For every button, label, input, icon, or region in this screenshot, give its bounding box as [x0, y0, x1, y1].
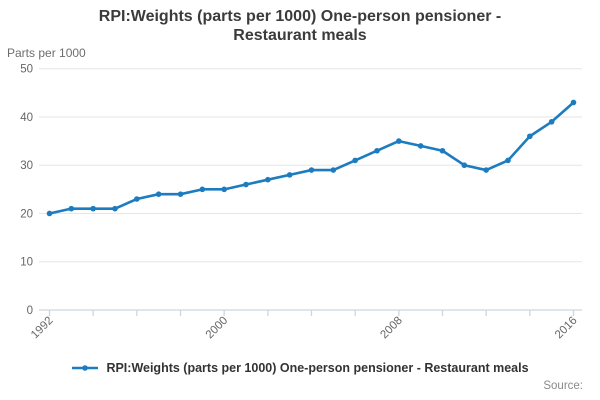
chart-title-line1: RPI:Weights (parts per 1000) One-person … — [98, 8, 502, 25]
data-point-marker[interactable] — [68, 205, 75, 212]
data-point-marker[interactable] — [221, 186, 227, 193]
data-point-marker[interactable] — [439, 147, 446, 154]
y-tick-label: 30 — [20, 160, 33, 172]
data-point-marker[interactable] — [308, 167, 315, 173]
legend-item-label: RPI:Weights (parts per 1000) One-person … — [106, 361, 529, 375]
y-tick-label: 20 — [20, 208, 33, 220]
data-point-marker[interactable] — [199, 186, 206, 193]
legend-line-marker-icon — [72, 365, 99, 371]
data-point-marker[interactable] — [265, 176, 271, 183]
data-point-marker[interactable] — [90, 205, 96, 212]
y-axis-unit-label: Parts per 1000 — [7, 46, 86, 60]
legend-item[interactable]: RPI:Weights (parts per 1000) One-person … — [71, 361, 529, 375]
chart-title: RPI:Weights (parts per 1000) One-person … — [0, 7, 600, 45]
y-tick-label: 40 — [20, 112, 33, 124]
data-point-marker[interactable] — [505, 157, 511, 164]
chart-title-line2: Restaurant meals — [233, 27, 367, 44]
y-tick-label: 0 — [27, 305, 33, 317]
data-point-marker[interactable] — [570, 99, 577, 106]
data-point-marker[interactable] — [134, 196, 140, 202]
data-point-marker[interactable] — [396, 138, 402, 144]
source-label: Source: — [543, 380, 583, 392]
x-tick-label: 1992 — [29, 315, 56, 342]
x-tick-label: 2000 — [204, 315, 231, 342]
data-point-marker[interactable] — [374, 147, 380, 154]
x-tick-label: 2008 — [378, 315, 405, 342]
data-point-marker[interactable] — [330, 167, 337, 173]
data-point-marker[interactable] — [548, 118, 555, 125]
data-point-marker[interactable] — [461, 162, 468, 169]
data-point-marker[interactable] — [46, 210, 53, 217]
data-point-marker[interactable] — [483, 167, 489, 173]
data-point-marker[interactable] — [352, 157, 358, 164]
data-point-marker[interactable] — [286, 172, 293, 178]
data-point-marker[interactable] — [243, 181, 249, 188]
series-line — [48, 101, 575, 215]
data-point-marker[interactable] — [155, 191, 162, 197]
x-tick-label: 2016 — [553, 315, 580, 342]
data-point-marker[interactable] — [112, 205, 118, 212]
data-point-marker[interactable] — [527, 133, 533, 140]
legend: RPI:Weights (parts per 1000) One-person … — [0, 361, 600, 375]
data-point-marker[interactable] — [417, 143, 424, 149]
y-tick-label: 10 — [20, 257, 33, 269]
data-point-marker[interactable] — [177, 191, 184, 197]
y-tick-label: 50 — [20, 64, 33, 76]
